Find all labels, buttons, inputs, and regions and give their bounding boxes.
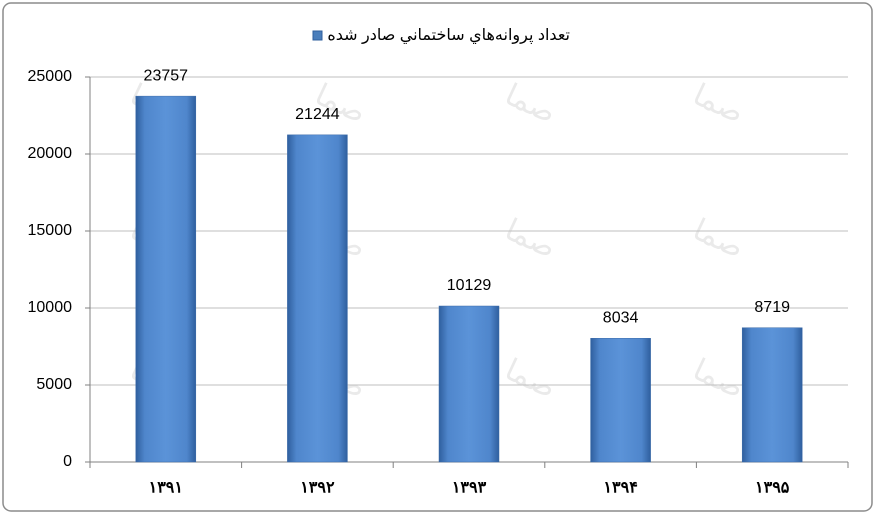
y-tick-label: 25000 — [28, 68, 73, 85]
x-tick-label: ۱۳۹۲ — [300, 478, 335, 497]
y-tick-label: 5000 — [36, 376, 72, 393]
value-label: 23757 — [144, 67, 189, 84]
y-tick-label: 10000 — [28, 299, 73, 316]
x-tick-label: ۱۳۹۵ — [755, 478, 790, 497]
bar — [438, 305, 500, 463]
x-tick-label: ۱۳۹۴ — [603, 478, 637, 497]
x-tick-label: ۱۳۹۱ — [149, 478, 183, 497]
value-label: 8719 — [754, 299, 790, 316]
bar — [287, 134, 348, 463]
x-tick-label: ۱۳۹۳ — [452, 478, 487, 497]
y-tick-label: 15000 — [28, 222, 73, 239]
legend-label: تعداد پروانه‌هاي ساختماني صادر شده — [327, 27, 570, 45]
y-tick-label: 0 — [63, 453, 72, 470]
y-tick-label: 20000 — [28, 145, 73, 162]
bar — [135, 95, 197, 463]
value-label: 21244 — [295, 106, 340, 123]
value-label: 10129 — [447, 277, 492, 294]
legend-marker — [312, 30, 323, 41]
value-label: 8034 — [603, 309, 639, 326]
bar — [741, 327, 803, 463]
bar — [590, 338, 651, 463]
